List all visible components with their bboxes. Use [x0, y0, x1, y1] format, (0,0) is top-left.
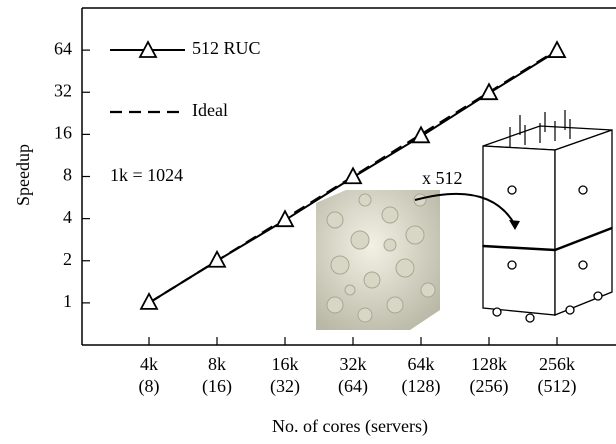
y-tick-label: 32: [54, 80, 72, 100]
annotation: 1k = 1024: [110, 165, 183, 185]
x-axis-label: No. of cores (servers): [272, 416, 428, 437]
x-tick-label: 4k: [140, 354, 158, 374]
y-tick-label: 4: [63, 207, 72, 227]
marker: [209, 252, 225, 267]
x-tick-label: 8k: [208, 354, 226, 374]
y-axis-label: Speedup: [13, 144, 33, 206]
x-tick-sublabel: (256): [470, 376, 509, 397]
annotation: x 512: [422, 168, 463, 188]
stacked-blocks-illustration: [483, 110, 612, 322]
y-tick-label: 64: [54, 38, 72, 58]
marker: [277, 211, 293, 226]
y-tick-label: 1: [63, 291, 72, 311]
x-tick-label: 128k: [471, 354, 507, 374]
composite-cube-illustration: [316, 190, 440, 330]
marker: [549, 42, 565, 57]
y-tick-label: 8: [63, 165, 72, 185]
chart: 512 RUC Ideal 1k = 1024 x 512 No. of cor…: [0, 0, 616, 444]
x-tick-sublabel: (128): [402, 376, 441, 397]
legend-label: 512 RUC: [192, 38, 261, 58]
marker: [481, 84, 497, 99]
legend-label: Ideal: [192, 100, 228, 120]
y-tick-label: 16: [54, 123, 72, 143]
x-tick-label: 256k: [539, 354, 575, 374]
x-tick-sublabel: (8): [139, 376, 160, 397]
x-tick-label: 64k: [408, 354, 435, 374]
marker: [413, 127, 429, 142]
marker: [345, 168, 361, 183]
x-tick-sublabel: (512): [538, 376, 577, 397]
x-tick-sublabel: (32): [270, 376, 300, 397]
y-tick-label: 2: [63, 249, 72, 269]
x-tick-label: 32k: [340, 354, 367, 374]
x-tick-label: 16k: [272, 354, 299, 374]
x-tick-sublabel: (64): [338, 376, 368, 397]
marker: [141, 294, 157, 309]
x-tick-sublabel: (16): [202, 376, 232, 397]
